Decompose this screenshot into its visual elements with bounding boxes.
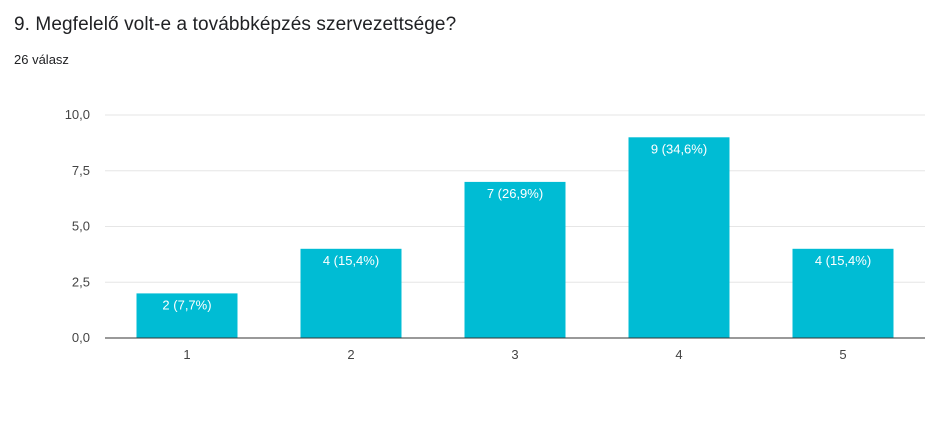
bar-data-label: 4 (15,4%) [815,253,871,268]
bar-data-label: 2 (7,7%) [162,297,211,312]
x-tick-label: 5 [839,347,846,362]
x-tick-label: 3 [511,347,518,362]
bar [136,293,238,338]
x-tick-label: 4 [675,347,682,362]
y-tick-label: 10,0 [65,107,90,122]
bar-data-label: 4 (15,4%) [323,253,379,268]
data-labels: 2 (7,7%) 4 (15,4%) 7 (26,9%) 9 (34,6%) 4 (15… [162,141,871,312]
bar [300,248,402,338]
bar-data-label: 7 (26,9%) [487,186,543,201]
y-tick-label: 7,5 [72,163,90,178]
bar [464,181,566,338]
y-tick-label: 2,5 [72,274,90,289]
y-tick-label: 5,0 [72,219,90,234]
bar [628,137,730,338]
x-tick-label: 2 [347,347,354,362]
bar-data-label: 9 (34,6%) [651,141,707,156]
bars [136,137,894,338]
question-title: 9. Megfelelő volt-e a továbbképzés szerv… [14,14,457,35]
x-tick-label: 1 [183,347,190,362]
bar [792,248,894,338]
response-count: 26 válasz [14,52,69,67]
y-tick-label: 0,0 [72,330,90,345]
axes: 0,0 2,5 5,0 7,5 10,0 1 2 3 4 5 [65,107,925,362]
